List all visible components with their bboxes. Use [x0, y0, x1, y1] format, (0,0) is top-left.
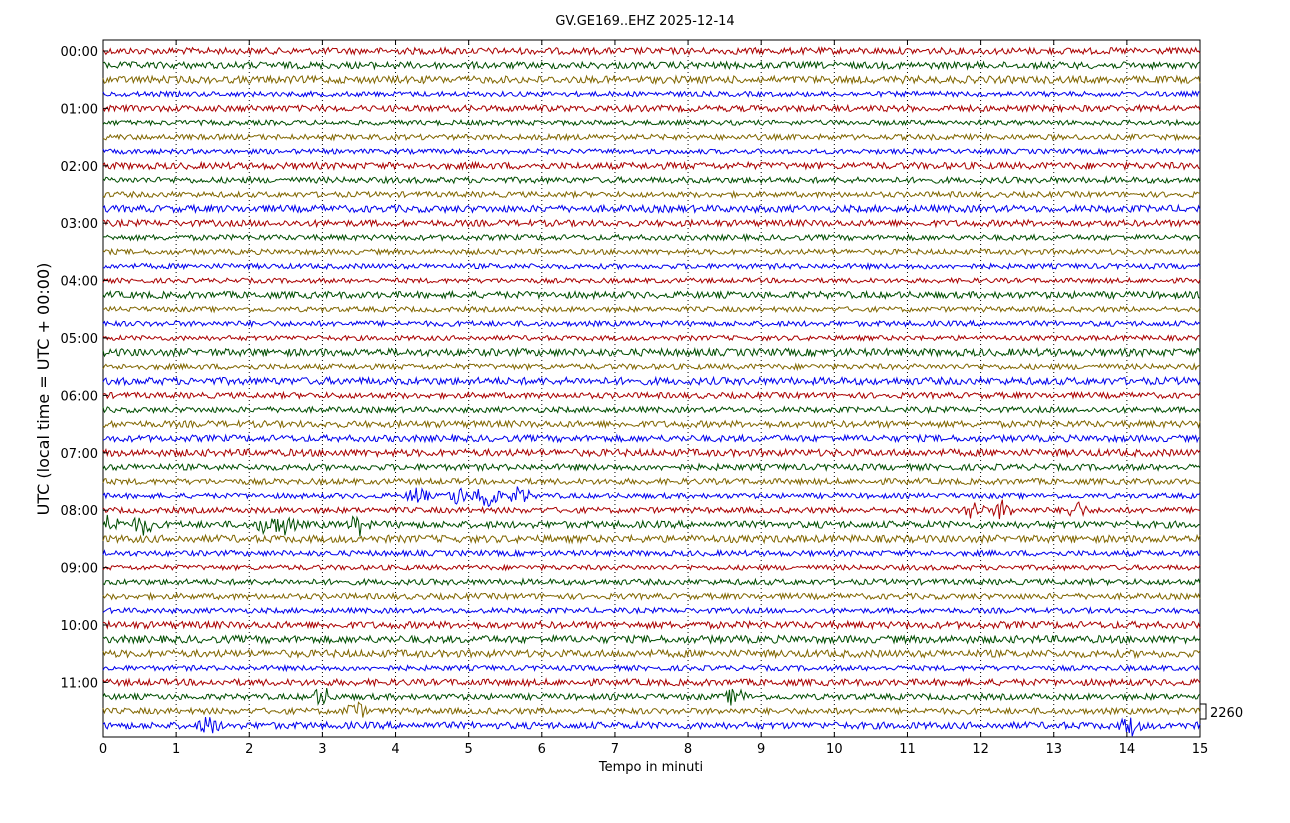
trace-line — [102, 648, 1201, 660]
trace-line — [102, 262, 1201, 271]
y-tick-label: 06:00 — [61, 389, 98, 404]
trace-line — [102, 103, 1201, 114]
trace-line — [102, 688, 1201, 706]
trace-line — [102, 633, 1201, 645]
x-tick-label: 13 — [1045, 742, 1062, 757]
trace-line — [102, 677, 1201, 688]
trace-line — [102, 390, 1201, 401]
x-axis-label: Tempo in minuti — [598, 760, 703, 775]
trace-line — [102, 514, 1201, 537]
trace-line — [102, 433, 1201, 444]
trace-line — [102, 147, 1201, 156]
trace-line — [102, 533, 1201, 545]
scale-bar: 2260 — [1200, 703, 1243, 721]
chart-title: GV.GE169..EHZ 2025-12-14 — [555, 14, 734, 29]
trace-line — [102, 118, 1201, 127]
y-tick-label: 09:00 — [61, 562, 98, 577]
trace-line — [102, 60, 1201, 71]
x-tick-label: 8 — [684, 742, 692, 757]
scale-bar-label: 2260 — [1210, 706, 1243, 721]
trace-line — [102, 45, 1201, 56]
x-tick-label: 2 — [245, 742, 253, 757]
trace-line — [102, 606, 1201, 615]
trace-line — [102, 305, 1201, 314]
x-tick-label: 11 — [899, 742, 916, 757]
y-tick-label: 07:00 — [61, 447, 98, 462]
trace-line — [102, 247, 1201, 256]
plot-area-frame — [102, 39, 1201, 738]
trace-line — [102, 701, 1201, 718]
trace-line — [102, 577, 1201, 587]
trace-line — [102, 499, 1201, 520]
y-tick-label: 01:00 — [61, 102, 98, 117]
trace-line — [102, 405, 1201, 415]
trace-line — [102, 486, 1201, 508]
trace-line — [102, 447, 1201, 459]
trace-line — [102, 218, 1201, 229]
x-tick-label: 7 — [611, 742, 619, 757]
y-tick-label: 04:00 — [61, 275, 98, 290]
trace-line — [102, 663, 1201, 673]
trace-line — [102, 375, 1201, 387]
x-tick-label: 9 — [757, 742, 765, 757]
trace-line — [102, 175, 1201, 185]
x-tick-label: 4 — [391, 742, 399, 757]
trace-line — [102, 717, 1201, 737]
y-tick-label: 08:00 — [61, 504, 98, 519]
trace-line — [102, 90, 1201, 99]
trace-line — [102, 160, 1201, 171]
y-tick-label: 10:00 — [61, 619, 98, 634]
x-tick-label: 0 — [99, 742, 107, 757]
trace-line — [102, 346, 1201, 358]
trace-line — [102, 334, 1201, 342]
trace-line — [102, 362, 1201, 372]
trace-line — [102, 289, 1201, 301]
trace-line — [102, 203, 1201, 215]
trace-line — [102, 619, 1201, 631]
x-tick-label: 12 — [972, 742, 989, 757]
y-tick-label: 02:00 — [61, 160, 98, 175]
trace-line — [102, 189, 1201, 200]
trace-line — [102, 591, 1201, 601]
trace-line — [102, 462, 1201, 473]
x-tick-label: 10 — [826, 742, 843, 757]
trace-line — [102, 74, 1201, 86]
grid-lines — [175, 40, 1128, 737]
trace-line — [102, 419, 1201, 430]
trace-line — [102, 276, 1201, 285]
x-tick-label: 6 — [538, 742, 546, 757]
trace-line — [102, 132, 1201, 142]
y-tick-label: 00:00 — [61, 45, 98, 60]
x-tick-label: 15 — [1192, 742, 1209, 757]
trace-line — [102, 563, 1201, 572]
trace-line — [102, 548, 1201, 558]
y-tick-label: 11:00 — [61, 676, 98, 691]
y-tick-label: 05:00 — [61, 332, 98, 347]
trace-line — [102, 476, 1201, 487]
x-tick-label: 14 — [1119, 742, 1136, 757]
y-axis-label: UTC (local time = UTC + 00:00) — [34, 263, 53, 516]
x-tick-label: 5 — [465, 742, 473, 757]
y-tick-label: 03:00 — [61, 217, 98, 232]
seismic-traces — [102, 45, 1201, 737]
trace-line — [102, 319, 1201, 328]
trace-line — [102, 233, 1201, 243]
axis-ticks: 0 1 2 3 4 5 6 7 8 9 10 11 12 13 14 1500:0001:0002:0003:… — [61, 40, 1209, 757]
x-tick-label: 3 — [318, 742, 326, 757]
x-tick-label: 1 — [172, 742, 180, 757]
